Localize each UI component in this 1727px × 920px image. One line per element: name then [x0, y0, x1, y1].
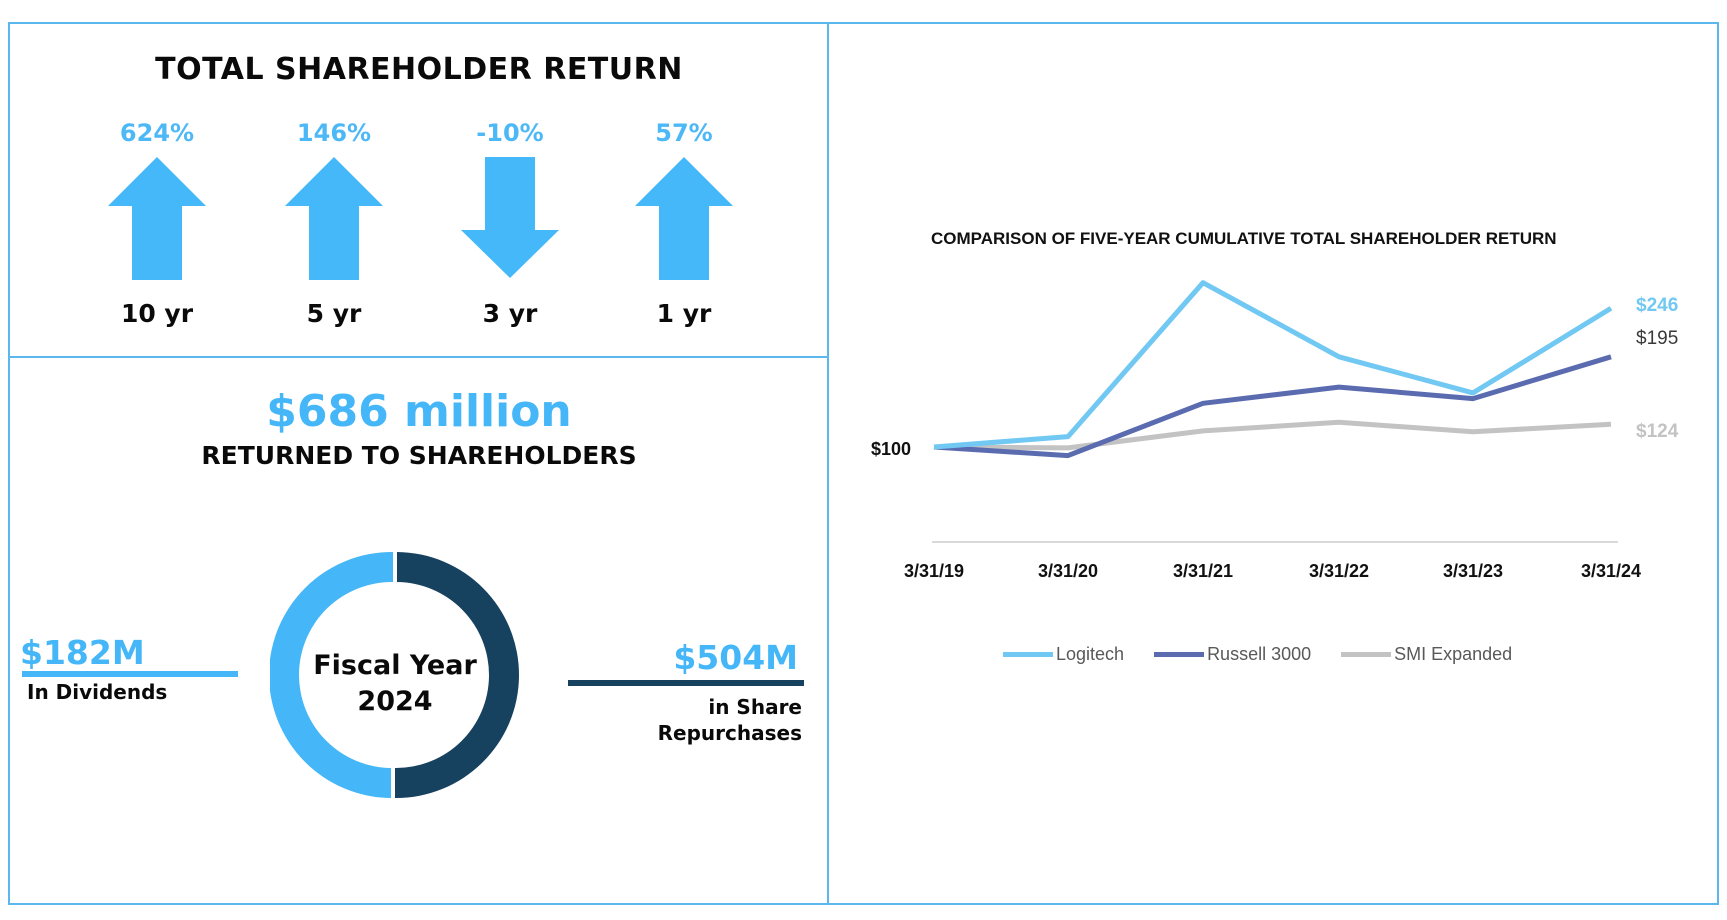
returned-subtitle: RETURNED TO SHAREHOLDERS — [201, 441, 637, 470]
dividends-label: In Dividends — [27, 680, 168, 704]
outer-frame — [8, 22, 1719, 905]
dividends-underline — [22, 671, 238, 677]
legend-swatch — [1154, 652, 1205, 657]
chart-legend: Logitech Russell 3000 SMI Expanded — [1003, 644, 1542, 665]
fiscal-year-donut — [270, 551, 520, 799]
legend-item: Russell 3000 — [1154, 644, 1311, 665]
tsr-period-2: 3 yr — [482, 299, 538, 328]
returned-amount: $686 million — [266, 386, 572, 437]
legend-label: Russell 3000 — [1207, 644, 1312, 664]
chart-title: COMPARISON OF FIVE-YEAR CUMULATIVE TOTAL… — [931, 229, 1557, 248]
donut-center-line2: 2024 — [357, 686, 433, 717]
tsr-value-2: -10% — [476, 119, 544, 147]
legend-item: SMI Expanded — [1341, 644, 1512, 665]
repurchases-amount: $504M — [673, 638, 798, 677]
arrow-up-icon — [285, 157, 383, 280]
panel-divider-horizontal — [8, 356, 829, 358]
repurchases-label-line1: in Share — [708, 695, 802, 719]
panel-divider-vertical — [827, 22, 829, 905]
legend-swatch — [1003, 652, 1053, 657]
legend-label: Logitech — [1056, 644, 1125, 664]
legend-label: SMI Expanded — [1394, 644, 1513, 664]
donut-segment-repurchases — [395, 552, 520, 799]
tsr-value-1: 146% — [296, 119, 372, 147]
legend-item: Logitech — [1003, 644, 1124, 665]
donut-center-line1: Fiscal Year — [313, 650, 477, 681]
repurchases-label: in Share Repurchases — [560, 694, 802, 746]
tsr-period-1: 5 yr — [306, 299, 362, 328]
arrow-up-icon — [108, 157, 206, 280]
legend-swatch — [1341, 652, 1392, 657]
arrow-down-icon — [461, 157, 559, 278]
dividends-amount: $182M — [20, 633, 145, 672]
repurchases-label-line2: Repurchases — [657, 721, 802, 745]
donut-center-label: Fiscal Year 2024 — [295, 648, 495, 720]
repurchases-underline — [568, 680, 804, 686]
donut-segment-dividends — [270, 551, 393, 798]
tsr-value-0: 624% — [119, 119, 195, 147]
tsr-period-3: 1 yr — [656, 299, 712, 328]
arrow-up-icon — [635, 157, 733, 280]
tsr-value-3: 57% — [655, 119, 713, 147]
tsr-title: TOTAL SHAREHOLDER RETURN — [155, 52, 683, 87]
tsr-period-0: 10 yr — [120, 299, 194, 328]
